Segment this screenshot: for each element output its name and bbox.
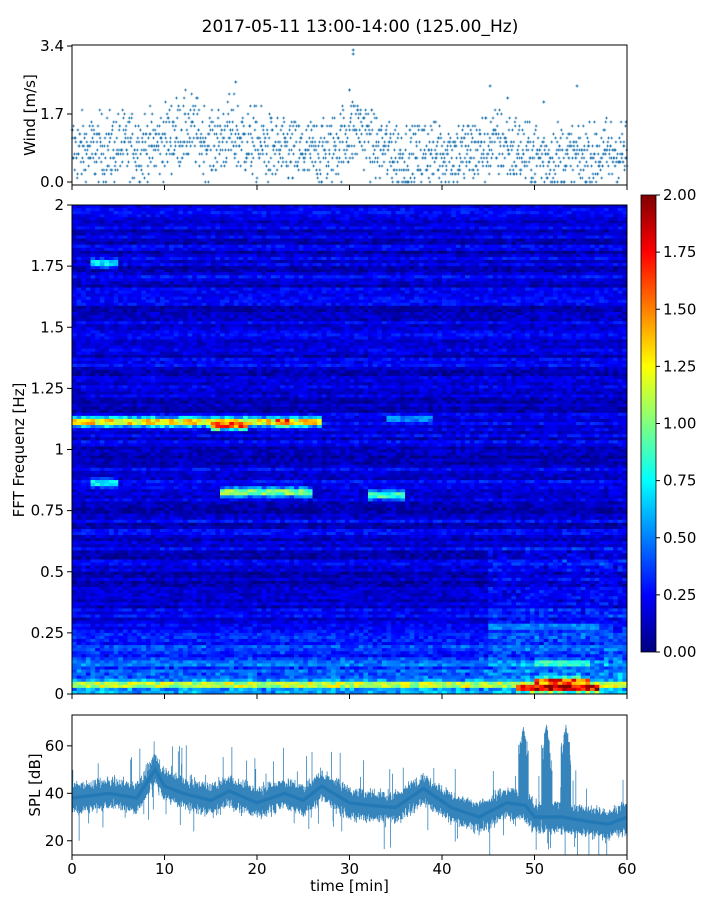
wind-y-tick-label: 3.4 xyxy=(40,37,64,55)
wind-y-tick-label: 0.0 xyxy=(40,173,64,191)
wind-data-point xyxy=(348,89,351,92)
wind-y-label: Wind [m/s] xyxy=(21,74,39,156)
wind-data-point xyxy=(71,89,629,184)
wind-data-point xyxy=(489,85,492,88)
wind-scatter-points xyxy=(71,49,629,184)
wind-y-ticks: 0.0 1.7 3.4 xyxy=(40,37,72,191)
wind-data-point xyxy=(576,85,579,88)
wind-x-ticks xyxy=(72,185,627,190)
wind-axes-frame xyxy=(72,45,627,185)
wind-data-point xyxy=(506,97,509,100)
wind-data-point xyxy=(352,53,355,56)
wind-y-tick-label: 1.7 xyxy=(40,105,64,123)
wind-data-point xyxy=(542,101,545,104)
figure-title: 2017-05-11 13:00-14:00 (125.00_Hz) xyxy=(202,17,519,37)
wind-data-point xyxy=(352,49,355,52)
spectrogram-image xyxy=(72,205,628,695)
wind-data-point xyxy=(234,81,237,84)
wind-panel: 0.0 1.7 3.4 Wind [m/s] xyxy=(21,37,628,191)
